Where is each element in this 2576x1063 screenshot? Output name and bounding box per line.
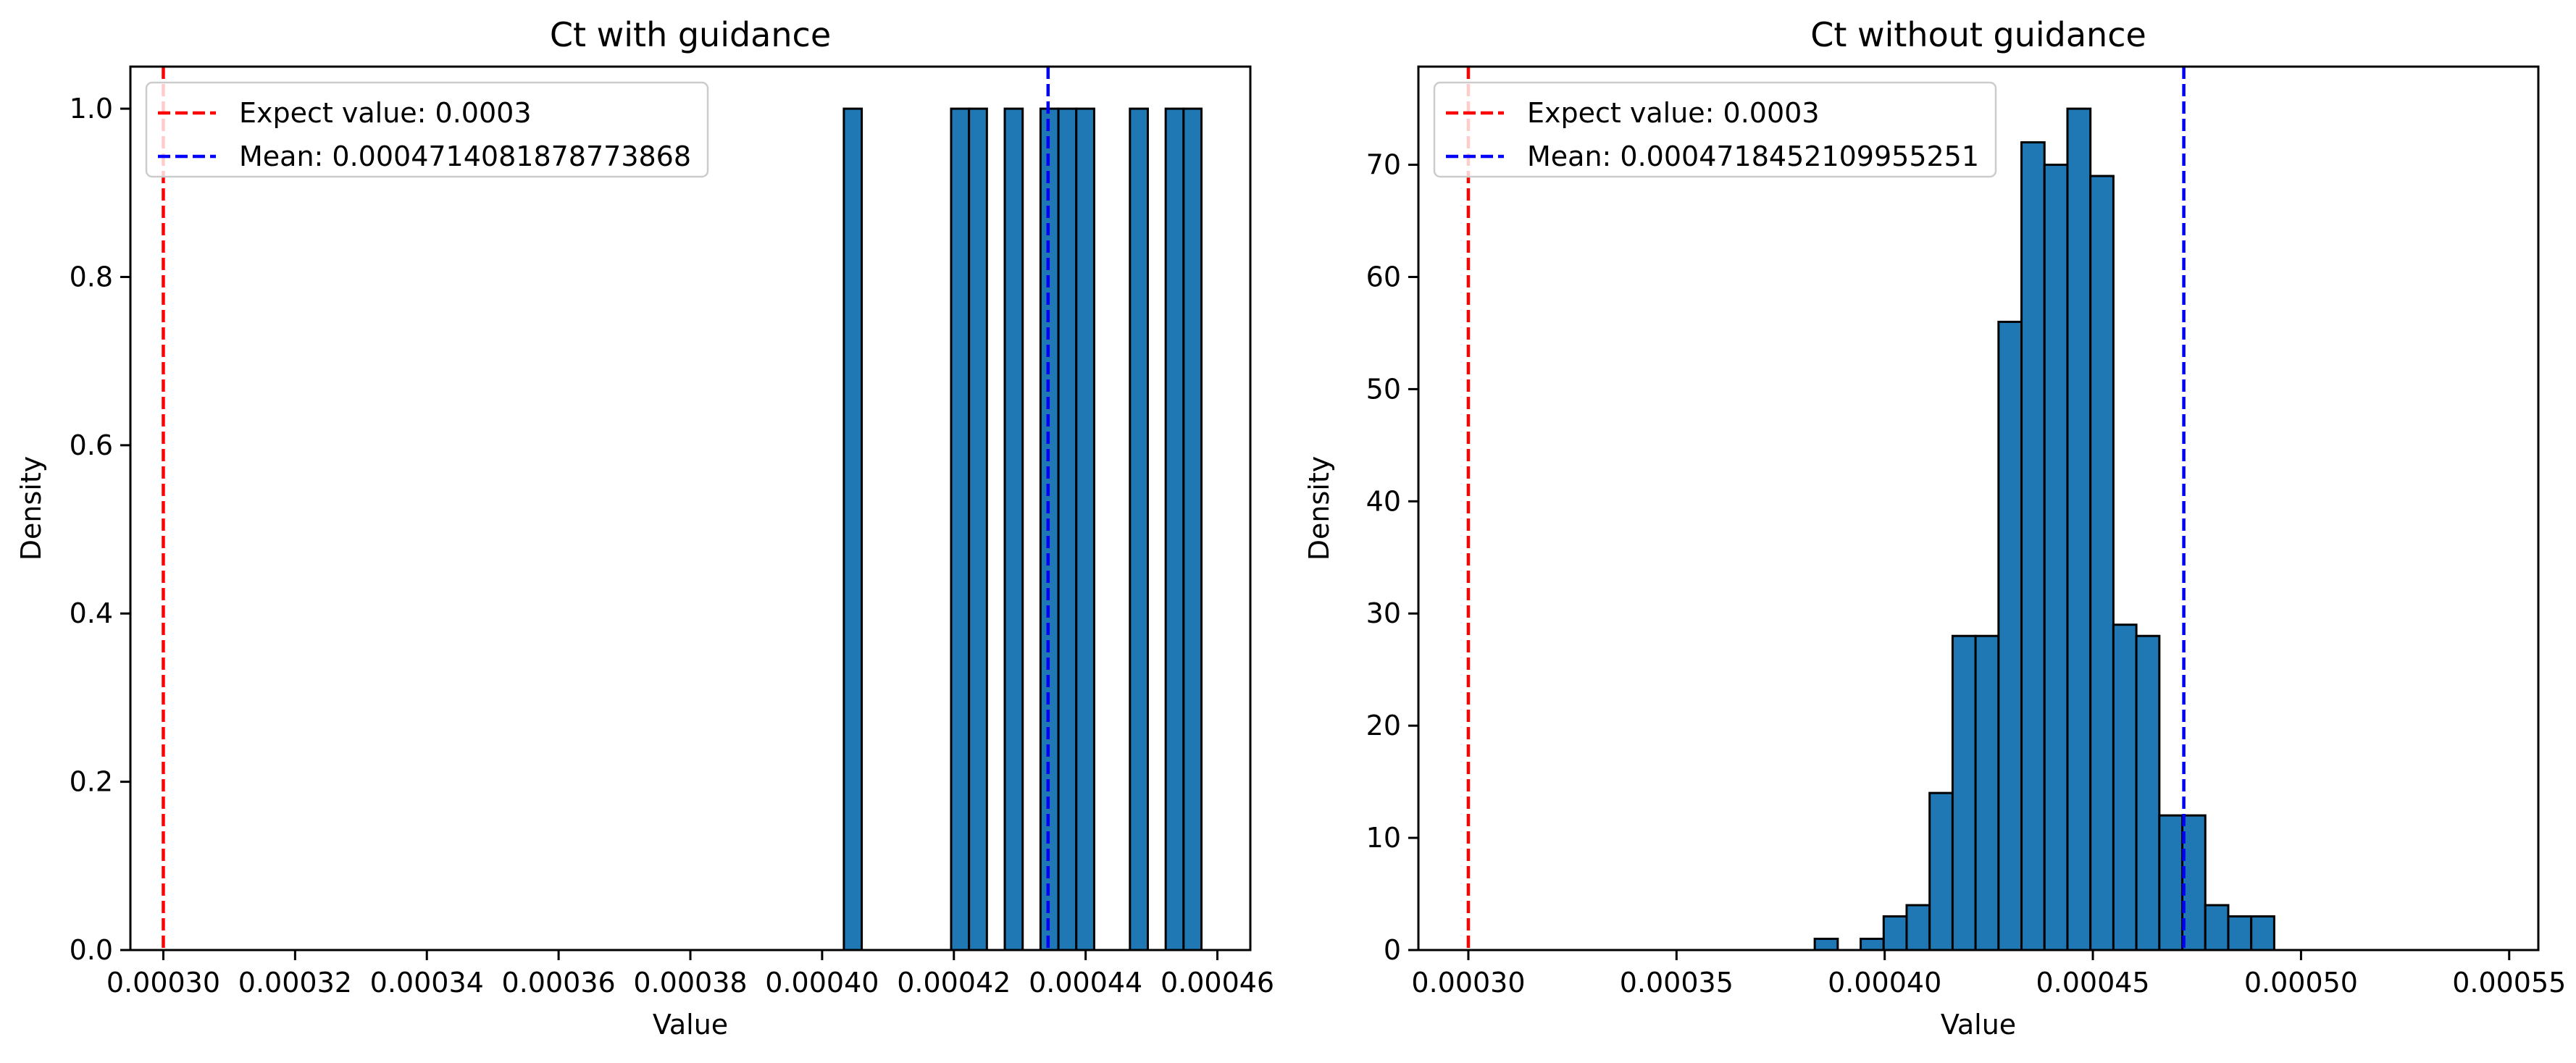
histogram-bar bbox=[2020, 141, 2046, 950]
histogram-bar bbox=[1951, 634, 1977, 950]
x-tick-label: 0.00040 bbox=[1828, 967, 1941, 999]
histogram-bar bbox=[1129, 107, 1149, 950]
x-tick-label: 0.00046 bbox=[1161, 967, 1274, 999]
x-tick-label: 0.00038 bbox=[633, 967, 747, 999]
histogram-bar bbox=[1997, 320, 2023, 950]
y-tick-label: 60 bbox=[1366, 261, 1401, 293]
y-tick-label: 30 bbox=[1366, 597, 1401, 629]
y-tick-label: 0.4 bbox=[70, 597, 113, 629]
chart-ct-with-guidance: 0.00030 0.00032 0.00034 0.00036 0.00038 0.000… bbox=[15, 15, 1274, 1041]
legend: Expect value: 0.0003 Mean: 0.000471845210… bbox=[1433, 81, 1997, 178]
x-tick-label: 0.00045 bbox=[2036, 967, 2149, 999]
histogram-bar bbox=[1182, 107, 1203, 950]
legend: Expect value: 0.0003 Mean: 0.000471408187… bbox=[145, 81, 709, 178]
y-axis-label: Density bbox=[15, 456, 47, 560]
x-axis-label: Value bbox=[1941, 1009, 2016, 1041]
y-tick-label: 50 bbox=[1366, 373, 1401, 405]
legend-box bbox=[145, 81, 709, 178]
y-tick-label: 0.2 bbox=[70, 766, 113, 798]
histogram-bar bbox=[1905, 904, 1931, 950]
x-tick-label: 0.00040 bbox=[765, 967, 879, 999]
y-tick-label: 40 bbox=[1366, 485, 1401, 517]
chart-title: Ct without guidance bbox=[1810, 15, 2146, 54]
histogram-bar bbox=[2043, 164, 2069, 950]
y-tick-label: 10 bbox=[1366, 822, 1401, 854]
histogram-bar bbox=[1057, 107, 1078, 950]
histogram-bar bbox=[2112, 623, 2138, 950]
x-tick-label: 0.00044 bbox=[1029, 967, 1142, 999]
chart-title: Ct with guidance bbox=[550, 15, 831, 54]
y-tick-label: 0 bbox=[1384, 934, 1401, 966]
histogram-bar bbox=[2089, 175, 2115, 950]
histogram-bar bbox=[1860, 938, 1885, 950]
histogram-bar bbox=[2066, 107, 2092, 950]
legend-box bbox=[1433, 81, 1997, 178]
x-tick-label: 0.00030 bbox=[106, 967, 220, 999]
histogram-bar bbox=[2227, 915, 2253, 950]
y-axis-label: Density bbox=[1303, 456, 1335, 560]
x-tick-label: 0.00036 bbox=[502, 967, 616, 999]
histogram-bar bbox=[2250, 915, 2275, 950]
x-tick-label: 0.00042 bbox=[897, 967, 1011, 999]
y-tick-label: 1.0 bbox=[70, 93, 113, 125]
histogram-bar bbox=[1928, 791, 1954, 950]
histogram-bar bbox=[2135, 634, 2161, 950]
histogram-bar bbox=[1974, 634, 2000, 950]
plot-area bbox=[162, 67, 1203, 950]
y-tick-label: 0.0 bbox=[70, 934, 113, 966]
y-tick-label: 70 bbox=[1366, 149, 1401, 181]
histogram-bar bbox=[968, 107, 988, 950]
histogram-bar bbox=[2158, 814, 2184, 950]
y-tick-label: 20 bbox=[1366, 710, 1401, 741]
histogram-bar bbox=[1003, 107, 1024, 950]
histogram-bar bbox=[1164, 107, 1185, 950]
legend-entry-label: Expect value: 0.0003 bbox=[239, 97, 532, 129]
histogram-bar bbox=[842, 107, 863, 950]
axes-frame bbox=[1417, 65, 2540, 951]
legend-entry-label: Mean: 0.0004714081878773868 bbox=[239, 140, 691, 172]
x-tick-label: 0.00030 bbox=[1411, 967, 1525, 999]
x-tick-label: 0.00055 bbox=[2452, 967, 2566, 999]
histogram-bar bbox=[2204, 904, 2230, 950]
x-axis-label: Value bbox=[653, 1009, 728, 1041]
histogram-bar bbox=[1075, 107, 1095, 950]
legend-entry-label: Mean: 0.0004718452109955251 bbox=[1527, 140, 1979, 172]
histogram-bar bbox=[2181, 814, 2207, 950]
legend-entry-label: Expect value: 0.0003 bbox=[1527, 97, 1820, 129]
chart-ct-without-guidance: 0.00030 0.00035 0.00040 0.00045 0.00050 0.000… bbox=[1303, 15, 2566, 1041]
x-tick-label: 0.00032 bbox=[238, 967, 352, 999]
histogram-bar bbox=[1882, 915, 1908, 950]
x-tick-label: 0.00034 bbox=[370, 967, 484, 999]
x-tick-label: 0.00035 bbox=[1620, 967, 1734, 999]
histogram-bar bbox=[1813, 938, 1839, 950]
x-tick-label: 0.00050 bbox=[2244, 967, 2358, 999]
plot-area bbox=[1466, 67, 2275, 950]
histogram-bar bbox=[950, 107, 971, 950]
y-tick-label: 0.6 bbox=[70, 429, 113, 461]
y-tick-label: 0.8 bbox=[70, 261, 113, 293]
